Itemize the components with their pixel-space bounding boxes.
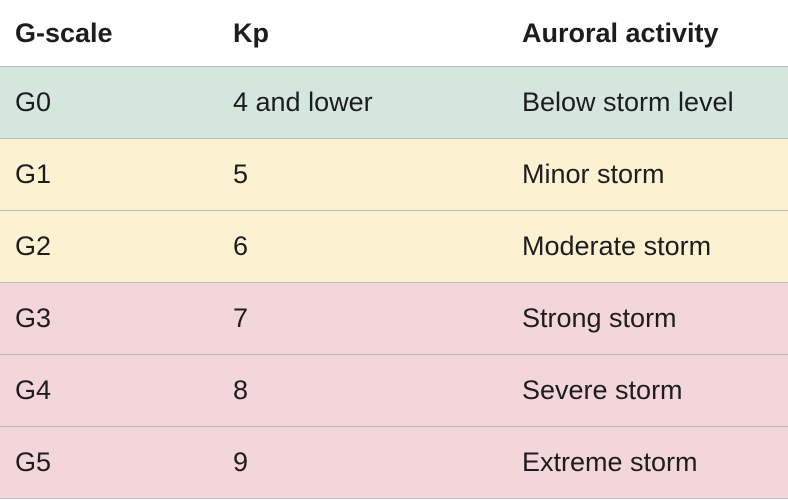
- table-row: G1 5 Minor storm: [0, 138, 788, 211]
- cell-auroral-activity: Severe storm: [507, 354, 788, 427]
- cell-auroral-activity: Moderate storm: [507, 210, 788, 283]
- table-row: G2 6 Moderate storm: [0, 210, 788, 283]
- cell-auroral-activity: Extreme storm: [507, 426, 788, 499]
- cell-g-scale: G0: [0, 66, 218, 139]
- header-auroral-activity: Auroral activity: [507, 0, 788, 67]
- cell-kp: 8: [218, 354, 507, 427]
- table-header: G-scale Kp Auroral activity: [0, 0, 788, 67]
- cell-g-scale: G4: [0, 354, 218, 427]
- header-kp: Kp: [218, 0, 507, 67]
- cell-auroral-activity: Below storm level: [507, 66, 788, 139]
- table-row: G4 8 Severe storm: [0, 354, 788, 427]
- table-row: G5 9 Extreme storm: [0, 426, 788, 499]
- cell-kp: 4 and lower: [218, 66, 507, 139]
- cell-g-scale: G2: [0, 210, 218, 283]
- cell-kp: 7: [218, 282, 507, 355]
- table-body: G0 4 and lower Below storm level G1 5 Mi…: [0, 66, 788, 499]
- cell-kp: 5: [218, 138, 507, 211]
- cell-kp: 6: [218, 210, 507, 283]
- header-row: G-scale Kp Auroral activity: [0, 0, 788, 67]
- cell-auroral-activity: Minor storm: [507, 138, 788, 211]
- table-row: G0 4 and lower Below storm level: [0, 66, 788, 139]
- cell-g-scale: G3: [0, 282, 218, 355]
- cell-kp: 9: [218, 426, 507, 499]
- cell-g-scale: G5: [0, 426, 218, 499]
- table-row: G3 7 Strong storm: [0, 282, 788, 355]
- header-g-scale: G-scale: [0, 0, 218, 67]
- cell-auroral-activity: Strong storm: [507, 282, 788, 355]
- cell-g-scale: G1: [0, 138, 218, 211]
